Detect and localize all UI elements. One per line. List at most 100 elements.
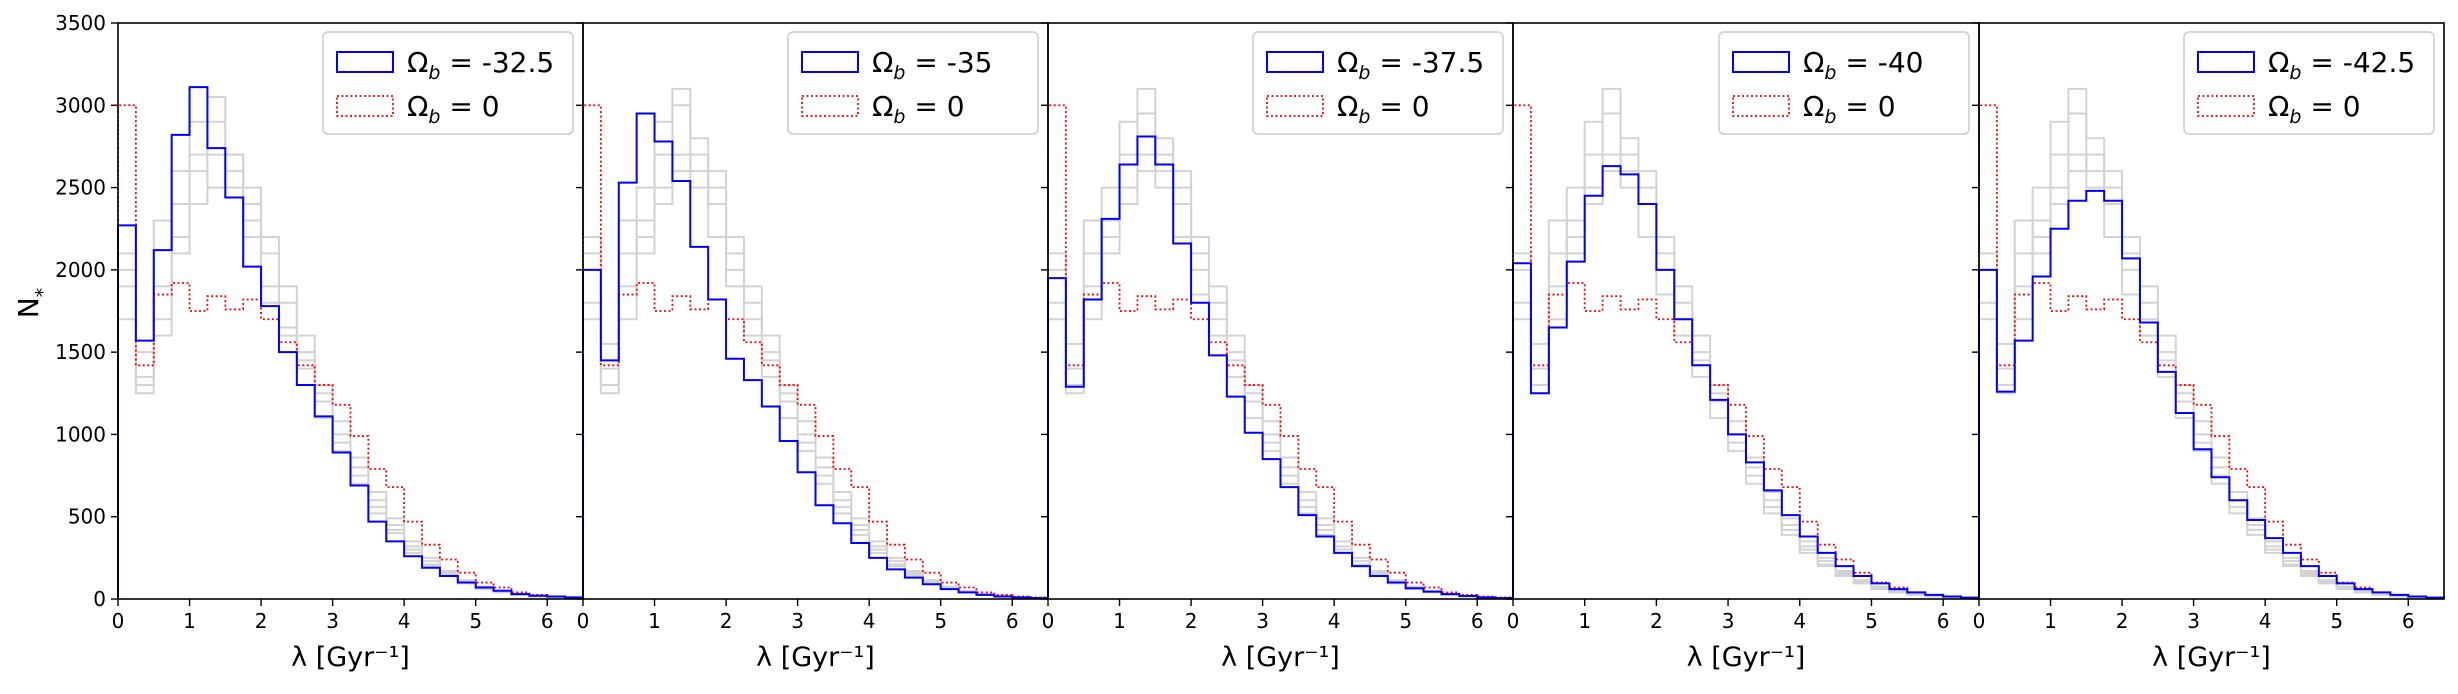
- panels: 0 1 2 3 4 5 6λ [Gyr⁻¹]Ωb = -32.5Ωb = 00 1 2 3 4 5 6λ…: [111, 22, 2445, 673]
- blue-histogram-series: [582, 112, 1049, 600]
- y-tick-label: 0: [93, 587, 106, 611]
- x-tick-label: 2: [2116, 609, 2129, 633]
- y-tick-label: 3500: [55, 11, 106, 35]
- red-dotted-histogram-series: [582, 104, 1049, 599]
- blue-histogram-series: [117, 86, 584, 599]
- x-tick-label: 5: [2330, 609, 2343, 633]
- legend-swatch-blue: [336, 51, 394, 73]
- legend-symbol: Ω: [1337, 46, 1358, 79]
- blue-histogram-series: [1978, 189, 2445, 599]
- y-tick-label: 2000: [55, 258, 106, 282]
- x-tick-label: 5: [1399, 609, 1412, 633]
- x-tick-label: 1: [2044, 609, 2057, 633]
- x-axis-label: λ [Gyr⁻¹]: [1687, 642, 1806, 673]
- legend-box: [1252, 31, 1504, 135]
- x-tick-label: 4: [1793, 609, 1806, 633]
- x-tick-label: 1: [1113, 609, 1126, 633]
- x-tick-label: 3: [1256, 609, 1269, 633]
- legend-label: Ωb = -35: [872, 46, 992, 84]
- legend-box: [1718, 31, 1970, 135]
- x-tick-label: 2: [1650, 609, 1663, 633]
- legend-subscript: b: [1358, 62, 1370, 84]
- legend-subscript: b: [428, 62, 440, 84]
- legend-box: [787, 31, 1039, 135]
- legend-value: = -37.5: [1370, 46, 1484, 79]
- grey-histogram-series: [117, 96, 584, 600]
- legend-swatch-blue: [801, 51, 859, 73]
- legend-label: Ωb = -40: [1803, 46, 1923, 84]
- legend-subscript: b: [1824, 62, 1836, 84]
- legend-value: = -40: [1836, 46, 1923, 79]
- panel-frame: [1978, 22, 2445, 600]
- grey-histogram-series: [1047, 87, 1514, 600]
- legend-swatch-red: [801, 95, 859, 117]
- x-tick-label: 1: [648, 609, 661, 633]
- x-tick-label: 2: [720, 609, 733, 633]
- legend-symbol: Ω: [1337, 90, 1358, 123]
- legend: Ωb = -32.5Ωb = 0: [322, 31, 574, 135]
- legend-box: [322, 31, 574, 135]
- legend-subscript: b: [2289, 106, 2301, 128]
- legend-label: Ωb = -42.5: [2268, 46, 2415, 84]
- x-tick-label: 6: [1471, 609, 1484, 633]
- chart-panel: 0 1 2 3 4 5 6λ [Gyr⁻¹]Ωb = -32.5Ωb = 0: [111, 22, 584, 673]
- legend-label: Ωb = 0: [407, 90, 500, 128]
- legend-value: = -32.5: [440, 46, 554, 79]
- legend-subscript: b: [893, 106, 905, 128]
- legend-swatch-blue: [1732, 51, 1790, 73]
- legend-label: Ωb = -32.5: [407, 46, 554, 84]
- y-tick-label: 500: [68, 505, 106, 529]
- x-tick-label: 1: [1578, 609, 1591, 633]
- y-axis-label-main: N: [12, 297, 45, 318]
- legend-subscript: b: [893, 62, 905, 84]
- grey-histogram-series: [117, 153, 584, 600]
- x-axis-label: λ [Gyr⁻¹]: [2152, 642, 2271, 673]
- x-tick-label: 5: [469, 609, 482, 633]
- legend-symbol: Ω: [407, 46, 428, 79]
- x-tick-label: 0: [1507, 609, 1520, 633]
- legend-swatch-blue: [2197, 51, 2255, 73]
- x-tick-label: 0: [1973, 609, 1986, 633]
- legend: Ωb = -42.5Ωb = 0: [2183, 31, 2435, 135]
- legend-swatch-red: [1732, 95, 1790, 117]
- legend-subscript: b: [428, 106, 440, 128]
- x-tick-label: 3: [1722, 609, 1735, 633]
- legend-value: = -35: [905, 46, 992, 79]
- x-tick-label: 6: [541, 609, 554, 633]
- legend-value: = 0: [440, 90, 499, 123]
- x-tick-label: 3: [791, 609, 804, 633]
- red-dotted-histogram-series: [1047, 104, 1514, 599]
- blue-histogram-series: [1512, 165, 1980, 599]
- legend-label: Ωb = 0: [1337, 90, 1430, 128]
- legend-value: = 0: [2301, 90, 2360, 123]
- y-axis-label: N*: [12, 288, 54, 318]
- legend-swatch-red: [336, 95, 394, 117]
- blue-histogram-series: [1047, 135, 1514, 600]
- x-tick-label: 3: [2187, 609, 2200, 633]
- y-tick-label: 1500: [55, 340, 106, 364]
- grey-histogram-series: [1512, 87, 1980, 600]
- x-axis-label: λ [Gyr⁻¹]: [291, 642, 410, 673]
- x-tick-label: 2: [1185, 609, 1198, 633]
- legend-symbol: Ω: [407, 90, 428, 123]
- legend-value: = 0: [1836, 90, 1895, 123]
- x-tick-label: 3: [326, 609, 339, 633]
- x-tick-label: 6: [2402, 609, 2415, 633]
- legend-subscript: b: [2289, 62, 2301, 84]
- grey-histogram-series: [1047, 112, 1514, 600]
- legend-swatch-red: [2197, 95, 2255, 117]
- red-dotted-histogram-series: [117, 104, 584, 599]
- grey-histogram-series: [1978, 112, 2445, 600]
- chart-panel: 0 1 2 3 4 5 6λ [Gyr⁻¹]Ωb = -42.5Ωb = 0: [1972, 22, 2445, 673]
- y-axis-label-sub: *: [32, 288, 54, 298]
- legend-symbol: Ω: [1803, 46, 1824, 79]
- y-axis-ticks: 0 500 1000 1500 2000 2500 3000 3500: [55, 11, 106, 611]
- y-tick-label: 3000: [55, 93, 106, 117]
- legend-label: Ωb = 0: [1803, 90, 1896, 128]
- grey-histogram-series: [582, 104, 1049, 600]
- x-tick-label: 4: [863, 609, 876, 633]
